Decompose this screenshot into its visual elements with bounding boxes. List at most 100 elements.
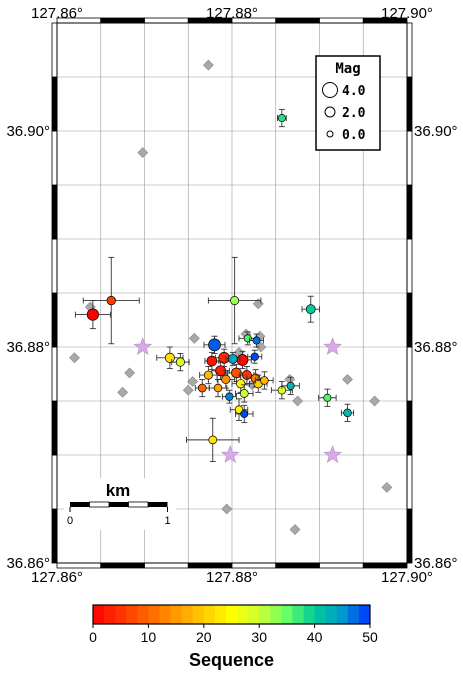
colorbar-cell-19 xyxy=(303,605,315,624)
event-marker-3 xyxy=(230,296,240,306)
colorbar-cell-23 xyxy=(347,605,360,624)
event-marker-13 xyxy=(252,336,261,345)
colorbar-ticks: 0 10 20 30 40 50 xyxy=(89,624,378,645)
legend-label-mag-2: 2.0 xyxy=(342,106,366,121)
scale-segment-3 xyxy=(109,502,129,507)
y-tick-right-36.86: 36.86° xyxy=(414,555,458,572)
colorbar-cell-2 xyxy=(115,605,127,624)
event-marker-5 xyxy=(164,352,175,363)
scale-tick-label-1: 1 xyxy=(164,515,170,527)
event-marker-20 xyxy=(236,379,246,389)
y-tick-left-36.86: 36.86° xyxy=(6,555,50,572)
colorbar-cell-14 xyxy=(248,605,260,624)
frame-right-seg-2 xyxy=(406,400,413,456)
event-marker-0 xyxy=(277,114,286,123)
other-event-marker-6 xyxy=(188,332,200,344)
frame-left-seg-8 xyxy=(51,76,58,132)
colorbar-cell-1 xyxy=(104,605,116,624)
stations-layer xyxy=(133,337,343,463)
magnitude-legend: Mag 4.0 2.0 0.0 xyxy=(315,55,381,151)
colorbar-title: Sequence xyxy=(189,650,274,670)
event-marker-10 xyxy=(227,353,238,364)
event-marker-30 xyxy=(208,435,218,445)
x-tick-top-127.86: 127.86° xyxy=(31,5,83,22)
event-marker-7 xyxy=(208,338,221,352)
other-event-marker-7 xyxy=(187,376,199,387)
event-marker-26 xyxy=(239,389,249,398)
frame-left-seg-3 xyxy=(51,346,58,402)
event-marker-24 xyxy=(213,383,223,393)
frame-left-seg-4 xyxy=(51,292,58,348)
colorbar: 0 10 20 30 40 50 Sequence xyxy=(89,604,378,670)
colorbar-cell-15 xyxy=(259,605,271,624)
event-marker-2 xyxy=(86,308,99,321)
colorbar-cell-6 xyxy=(159,605,171,624)
frame-bottom-seg-7 xyxy=(362,562,408,569)
other-event-marker-19 xyxy=(221,503,233,515)
other-event-marker-16 xyxy=(369,395,381,407)
event-marker-33 xyxy=(323,393,332,402)
other-event-marker-17 xyxy=(381,481,393,493)
colorbar-cell-12 xyxy=(225,605,238,624)
legend-label-mag-0: 0.0 xyxy=(342,128,366,143)
other-event-marker-4 xyxy=(124,367,136,379)
frame-right-seg-5 xyxy=(406,238,413,294)
event-marker-23 xyxy=(197,383,207,393)
frame-bottom-seg-5 xyxy=(275,562,320,569)
colorbar-cell-11 xyxy=(214,605,227,624)
other-event-marker-12 xyxy=(255,341,267,353)
other-event-marker-3 xyxy=(117,386,129,398)
station-star-2 xyxy=(323,337,343,355)
station-star-0 xyxy=(133,337,153,355)
event-marker-32 xyxy=(286,381,295,390)
frame-top-seg-5 xyxy=(275,17,320,24)
frame-inner-border xyxy=(56,22,408,564)
event-marker-25 xyxy=(260,376,269,385)
scale-bar: km 0 1 xyxy=(64,478,176,530)
event-marker-22 xyxy=(203,370,213,380)
legend-symbol-mag-4 xyxy=(322,82,338,98)
event-marker-8 xyxy=(218,351,230,364)
other-event-marker-1 xyxy=(137,147,149,159)
legend-symbol-mag-0 xyxy=(326,130,334,138)
frame-left-seg-6 xyxy=(51,184,58,240)
frame-top-seg-2 xyxy=(144,17,189,24)
frame-right-seg-4 xyxy=(406,292,413,348)
event-marker-19 xyxy=(221,374,231,385)
colorbar-tick-label-0: 0 xyxy=(89,629,97,645)
other-event-marker-2 xyxy=(69,352,80,364)
event-marker-6 xyxy=(175,357,185,367)
frame-right-seg-8 xyxy=(406,76,413,132)
frame-right-seg-1 xyxy=(406,454,413,510)
frame-bottom-seg-0 xyxy=(56,562,102,569)
colorbar-cell-7 xyxy=(170,605,183,624)
event-marker-9 xyxy=(206,355,218,367)
frame-left-seg-1 xyxy=(51,454,58,510)
scale-bar-title: km xyxy=(106,481,131,500)
colorbar-tick-label-5: 50 xyxy=(362,629,378,645)
frame-right-seg-3 xyxy=(406,346,413,402)
colorbar-cell-13 xyxy=(237,605,249,624)
colorbar-cell-24 xyxy=(358,605,371,624)
legend-symbol-mag-2 xyxy=(324,106,336,118)
x-tick-top-127.90: 127.90° xyxy=(381,5,433,22)
event-marker-4 xyxy=(305,304,316,315)
frame-right-seg-9 xyxy=(406,22,413,78)
frame-left-seg-2 xyxy=(51,400,58,456)
colorbar-tick-label-2: 20 xyxy=(196,629,212,645)
colorbar-cell-17 xyxy=(281,605,293,624)
colorbar-outline xyxy=(92,604,371,625)
y-tick-left-36.88: 36.88° xyxy=(6,339,50,356)
events-layer xyxy=(74,108,355,462)
event-marker-34 xyxy=(343,408,352,418)
frame-top-seg-6 xyxy=(319,17,364,24)
colorbar-cell-3 xyxy=(126,605,138,624)
frame-bottom-seg-1 xyxy=(100,562,145,569)
frame-bottom-seg-6 xyxy=(319,562,364,569)
colorbar-cell-4 xyxy=(137,605,149,624)
y-tick-left-36.90: 36.90° xyxy=(6,123,50,140)
colorbar-cell-18 xyxy=(292,605,304,624)
colorbar-cell-22 xyxy=(336,605,349,624)
event-marker-1 xyxy=(106,295,116,306)
